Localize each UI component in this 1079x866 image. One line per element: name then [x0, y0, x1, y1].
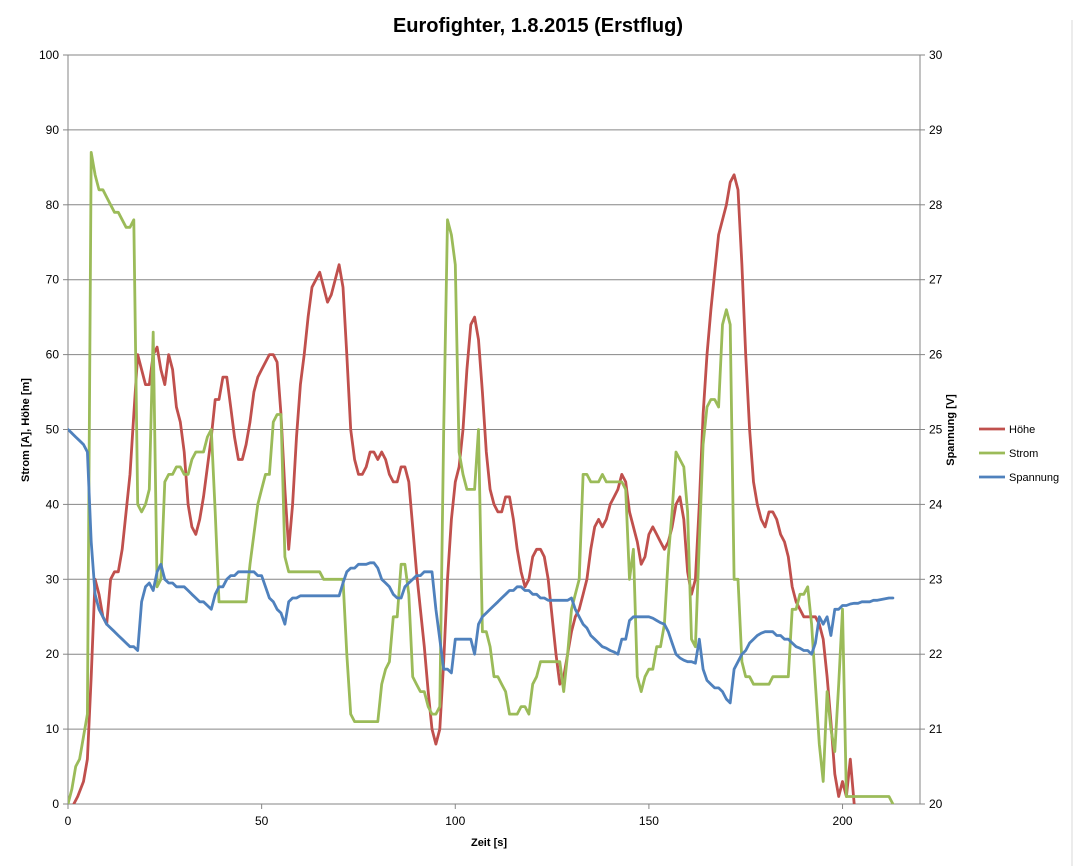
y2-tick-label: 22 [929, 647, 943, 661]
y2-tick-label: 23 [929, 572, 943, 586]
y-tick-label: 30 [46, 572, 60, 586]
y-tick-label: 0 [52, 797, 59, 811]
x-tick-label: 100 [445, 814, 465, 828]
y-tick-label: 60 [46, 348, 60, 362]
y2-tick-label: 20 [929, 797, 943, 811]
y-tick-label: 50 [46, 423, 60, 437]
y-tick-label: 20 [46, 647, 60, 661]
legend-label: Spannung [1009, 472, 1059, 484]
x-axis-title: Zeit [s] [471, 837, 507, 849]
y2-tick-label: 25 [929, 423, 943, 437]
x-tick-label: 150 [639, 814, 659, 828]
grid-layer [68, 54, 920, 730]
x-tick-label: 200 [833, 814, 853, 828]
y-tick-label: 100 [39, 48, 59, 62]
y-tick-label: 70 [46, 273, 60, 287]
y-axis-title: Strom [A], Höhe [m] [20, 378, 32, 482]
series-line-hhe [72, 173, 856, 804]
y2-tick-label: 24 [929, 497, 943, 511]
y2-tick-label: 28 [929, 198, 943, 212]
y2-tick-label: 27 [929, 273, 943, 287]
y-tick-label: 90 [46, 123, 60, 137]
legend: Höhe Strom Spannung [979, 424, 1059, 484]
y-tick-label: 40 [46, 497, 60, 511]
series-layer [68, 150, 895, 804]
ticks-layer: 0 10 20 30 40 50 60 70 80 90 100 20 21 22 23 24 25 26 27 28… [39, 48, 943, 828]
y2-tick-label: 30 [929, 48, 943, 62]
series-line-strom [68, 150, 895, 804]
legend-label: Höhe [1009, 424, 1035, 436]
y2-tick-label: 26 [929, 348, 943, 362]
x-tick-label: 50 [255, 814, 269, 828]
x-tick-label: 0 [65, 814, 72, 828]
legend-label: Strom [1009, 448, 1038, 460]
y2-tick-label: 29 [929, 123, 943, 137]
series-line-spannung [68, 428, 895, 705]
y-tick-label: 80 [46, 198, 60, 212]
y2-axis-title: Spannung [V] [945, 394, 957, 466]
y-tick-label: 10 [46, 722, 60, 736]
y2-tick-label: 21 [929, 722, 943, 736]
chart-title: Eurofighter, 1.8.2015 (Erstflug) [393, 15, 683, 37]
